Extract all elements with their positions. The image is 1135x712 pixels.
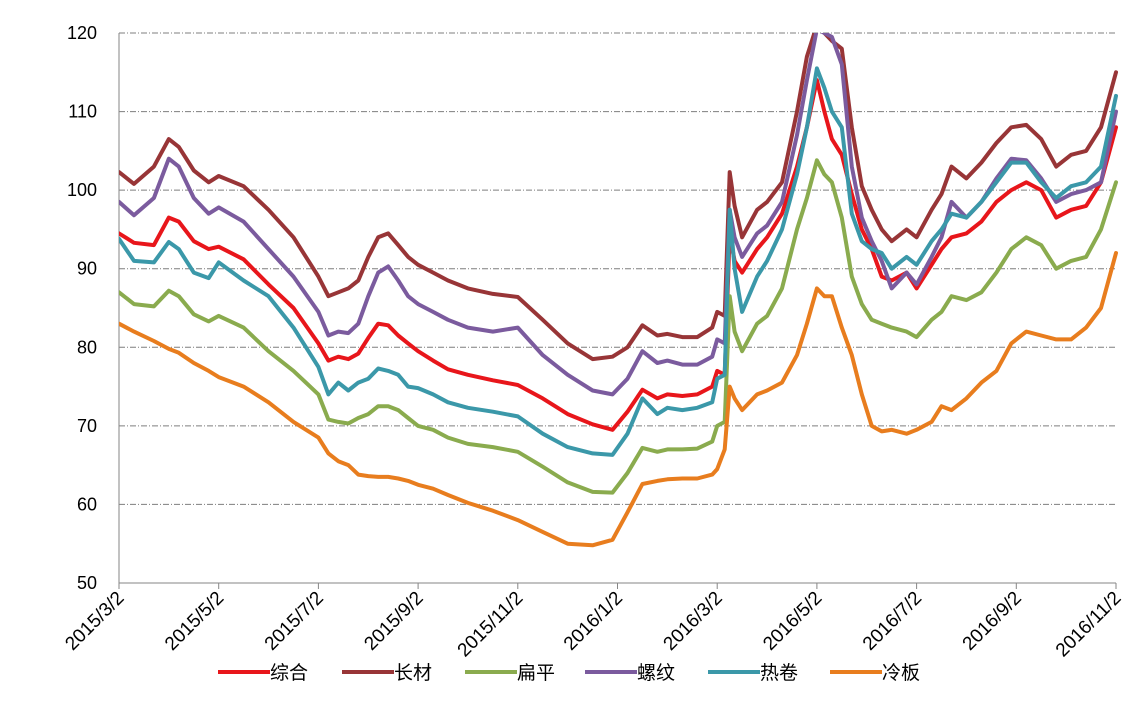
x-tick-label: 2015/11/2 xyxy=(454,588,528,662)
x-tick-label: 2016/3/2 xyxy=(660,588,727,655)
x-tick-label: 2016/9/2 xyxy=(959,588,1026,655)
x-tick-label: 2016/7/2 xyxy=(859,588,926,655)
x-tick-label: 2015/9/2 xyxy=(360,588,427,655)
legend: 综合 长材 扁平 螺纹 热卷 冷板 xyxy=(218,662,920,684)
y-tick-label: 80 xyxy=(77,337,97,357)
x-tick-label: 2015/5/2 xyxy=(161,588,228,655)
series-line-1 xyxy=(119,33,1118,362)
y-tick-label: 70 xyxy=(77,416,97,436)
series-line-2 xyxy=(119,158,1118,495)
series-line-3 xyxy=(119,33,1118,397)
series-line-4 xyxy=(119,66,1118,457)
gridlines xyxy=(119,32,1116,505)
x-tick-label: 2016/5/2 xyxy=(759,588,826,655)
series-line-5 xyxy=(119,251,1118,548)
x-tick-label: 2015/7/2 xyxy=(261,588,328,655)
legend-label-2: 扁平 xyxy=(517,662,555,684)
y-axis-ticks: 50 60 70 80 90 100 110 120 xyxy=(67,23,97,593)
y-tick-label: 120 xyxy=(67,23,97,43)
series-line-0 xyxy=(119,78,1118,432)
axes xyxy=(118,33,1116,584)
legend-label-5: 冷板 xyxy=(882,662,920,684)
y-tick-label: 50 xyxy=(77,573,97,593)
y-tick-label: 110 xyxy=(68,102,97,122)
y-tick-label: 100 xyxy=(67,180,97,200)
legend-label-1: 长材 xyxy=(394,662,432,684)
y-tick-label: 90 xyxy=(77,259,97,279)
series-lines xyxy=(119,33,1118,548)
x-axis-ticks: 2015/3/2 2015/5/2 2015/7/2 2015/9/2 2015/11/… xyxy=(61,583,1126,662)
x-tick-label: 2016/11/2 xyxy=(1052,588,1126,662)
legend-label-0: 综合 xyxy=(270,662,308,684)
x-tick-label: 2016/1/2 xyxy=(560,588,627,655)
legend-label-4: 热卷 xyxy=(760,662,798,684)
x-tick-label: 2015/3/2 xyxy=(61,588,128,655)
legend-label-3: 螺纹 xyxy=(637,662,675,684)
y-tick-label: 60 xyxy=(77,494,97,514)
